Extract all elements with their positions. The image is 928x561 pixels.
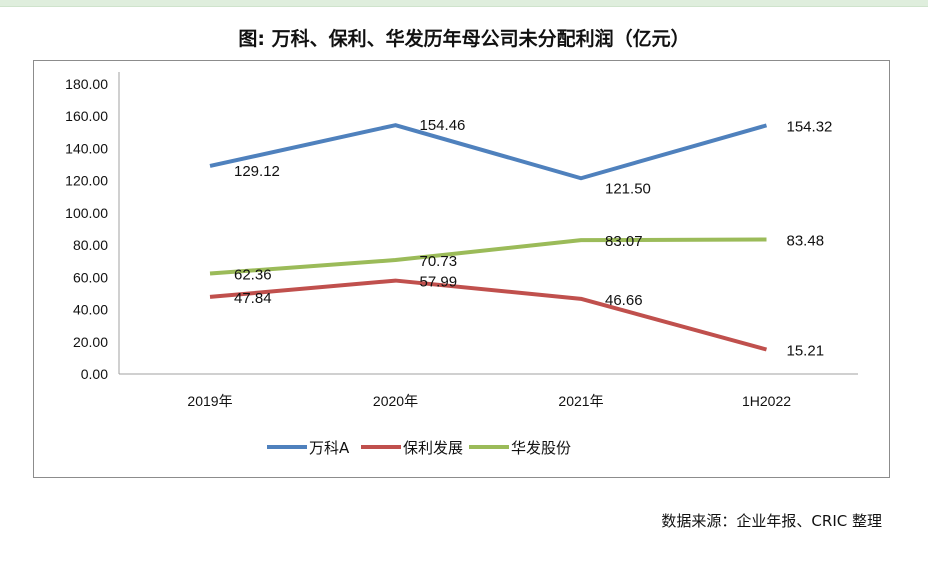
y-tick-label: 140.00 bbox=[65, 140, 108, 156]
legend-label: 保利发展 bbox=[403, 439, 463, 457]
y-tick-label: 40.00 bbox=[73, 302, 108, 318]
data-label: 62.36 bbox=[234, 267, 272, 284]
series-line-2 bbox=[209, 237, 767, 276]
data-label: 83.07 bbox=[605, 233, 643, 250]
chart-frame bbox=[33, 60, 890, 478]
x-tick-label: 2021年 bbox=[558, 393, 603, 409]
data-label: 57.99 bbox=[420, 274, 458, 291]
data-label: 70.73 bbox=[420, 253, 458, 270]
data-label: 154.46 bbox=[420, 117, 466, 134]
legend-label: 万科A bbox=[309, 439, 350, 457]
data-label: 47.84 bbox=[234, 290, 272, 307]
data-label: 154.32 bbox=[787, 118, 833, 135]
series-line-1 bbox=[209, 278, 768, 352]
x-tick-label: 2019年 bbox=[187, 393, 232, 409]
data-label: 83.48 bbox=[787, 233, 825, 250]
data-label: 15.21 bbox=[787, 342, 825, 359]
source-note: 数据来源：企业年报、CRIC 整理 bbox=[661, 512, 882, 530]
y-tick-label: 100.00 bbox=[65, 205, 108, 221]
y-tick-label: 120.00 bbox=[65, 173, 108, 189]
series-line-0 bbox=[209, 123, 768, 181]
top-bar bbox=[0, 0, 928, 7]
y-tick-label: 160.00 bbox=[65, 108, 108, 124]
y-tick-label: 0.00 bbox=[81, 366, 108, 382]
y-tick-label: 20.00 bbox=[73, 334, 108, 350]
y-tick-label: 180.00 bbox=[65, 76, 108, 92]
chart-title: 图: 万科、保利、华发历年母公司未分配利润（亿元） bbox=[238, 28, 690, 50]
y-tick-label: 60.00 bbox=[73, 269, 108, 285]
data-label: 121.50 bbox=[605, 180, 651, 197]
y-tick-label: 80.00 bbox=[73, 237, 108, 253]
x-tick-label: 1H2022 bbox=[742, 393, 791, 409]
data-label: 129.12 bbox=[234, 163, 280, 180]
data-label: 46.66 bbox=[605, 292, 643, 309]
x-tick-label: 2020年 bbox=[373, 393, 418, 409]
legend-label: 华发股份 bbox=[511, 439, 571, 457]
